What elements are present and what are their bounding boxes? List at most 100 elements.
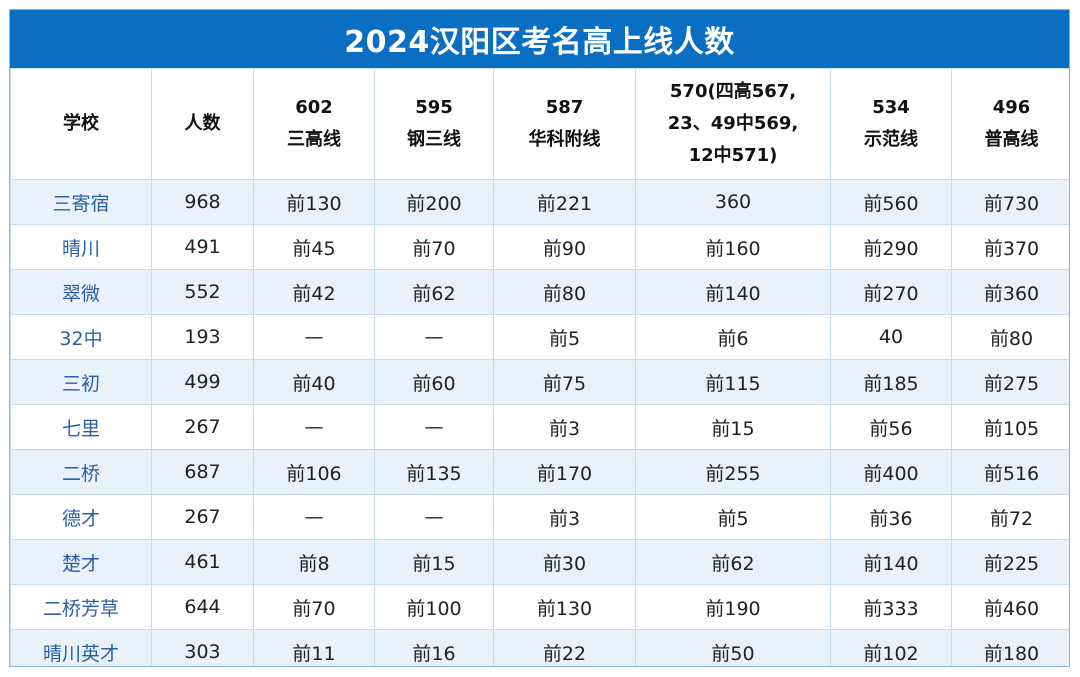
header-602: 602 三高线 xyxy=(253,68,375,180)
rank-cell-595: 前16 xyxy=(374,629,494,666)
header-label: 学校 xyxy=(63,113,99,134)
rank-cell-570: 前62 xyxy=(635,539,831,585)
table-header: 学校 人数 602 三高线 595 钢三线 587 华科附线 xyxy=(10,68,1069,180)
table-row: 七里 267 — — 前3 前15 前56 前105 xyxy=(10,404,1069,450)
school-cell: 晴川 xyxy=(10,224,152,270)
table-row: 三初 499 前40 前60 前75 前115 前185 前275 xyxy=(10,359,1069,405)
rank-cell-570: 前115 xyxy=(635,359,831,405)
count-cell: 499 xyxy=(151,359,254,405)
rank-cell-587: 前221 xyxy=(493,179,636,225)
header-line-name: 示范线 xyxy=(864,129,918,150)
table-row: 德才 267 — — 前3 前5 前36 前72 xyxy=(10,494,1069,540)
rank-cell-587: 前130 xyxy=(493,584,636,630)
rank-cell-595: 前62 xyxy=(374,269,494,315)
header-score: 602 xyxy=(295,97,333,118)
rank-cell-595: — xyxy=(374,404,494,450)
table-row: 三寄宿 968 前130 前200 前221 360 前560 前730 xyxy=(10,179,1069,225)
rank-cell-595: 前15 xyxy=(374,539,494,585)
rank-cell-534: 前270 xyxy=(830,269,952,315)
rank-cell-602: 前42 xyxy=(253,269,375,315)
rank-cell-587: 前3 xyxy=(493,494,636,540)
table-row: 二桥 687 前106 前135 前170 前255 前400 前516 xyxy=(10,449,1069,495)
header-570: 570(四高567, 23、49中569, 12中571) xyxy=(635,68,831,180)
school-cell: 德才 xyxy=(10,494,152,540)
rank-cell-602: — xyxy=(253,494,375,540)
rank-cell-587: 前75 xyxy=(493,359,636,405)
school-cell: 七里 xyxy=(10,404,152,450)
rank-cell-496: 前80 xyxy=(951,314,1069,360)
rank-cell-587: 前22 xyxy=(493,629,636,666)
rank-cell-602: 前106 xyxy=(253,449,375,495)
rank-cell-534: 前36 xyxy=(830,494,952,540)
rank-cell-496: 前460 xyxy=(951,584,1069,630)
rank-cell-587: 前90 xyxy=(493,224,636,270)
table-body: 三寄宿 968 前130 前200 前221 360 前560 前730 晴川 … xyxy=(10,179,1069,666)
count-cell: 644 xyxy=(151,584,254,630)
table-row: 二桥芳草 644 前70 前100 前130 前190 前333 前460 xyxy=(10,584,1069,630)
rank-cell-534: 前56 xyxy=(830,404,952,450)
count-cell: 193 xyxy=(151,314,254,360)
rank-cell-595: 前135 xyxy=(374,449,494,495)
rank-cell-587: 前80 xyxy=(493,269,636,315)
table-row: 楚才 461 前8 前15 前30 前62 前140 前225 xyxy=(10,539,1069,585)
rank-cell-534: 40 xyxy=(830,314,952,360)
count-cell: 461 xyxy=(151,539,254,585)
header-line-detail: 23、49中569, xyxy=(667,113,799,134)
header-score: 587 xyxy=(545,97,584,118)
table-row: 翠微 552 前42 前62 前80 前140 前270 前360 xyxy=(10,269,1069,315)
header-595: 595 钢三线 xyxy=(374,68,494,180)
rank-cell-602: — xyxy=(253,404,375,450)
rank-cell-496: 前180 xyxy=(951,629,1069,666)
header-line-name: 钢三线 xyxy=(407,129,461,150)
rank-cell-496: 前72 xyxy=(951,494,1069,540)
header-row: 学校 人数 602 三高线 595 钢三线 587 华科附线 xyxy=(10,68,1069,180)
table-row: 32中 193 — — 前5 前6 40 前80 xyxy=(10,314,1069,360)
rank-cell-587: 前170 xyxy=(493,449,636,495)
header-score: 534 xyxy=(872,97,910,118)
school-cell: 32中 xyxy=(10,314,152,360)
table-frame: 2024汉阳区考名高上线人数 学校 人数 602 三高线 xyxy=(9,9,1070,667)
school-cell: 二桥芳草 xyxy=(10,584,152,630)
score-table: 学校 人数 602 三高线 595 钢三线 587 华科附线 xyxy=(10,68,1069,666)
rank-cell-595: — xyxy=(374,494,494,540)
rank-cell-496: 前225 xyxy=(951,539,1069,585)
rank-cell-496: 前105 xyxy=(951,404,1069,450)
header-school: 学校 xyxy=(10,68,152,180)
rank-cell-570: 前50 xyxy=(635,629,831,666)
rank-cell-534: 前185 xyxy=(830,359,952,405)
rank-cell-534: 前400 xyxy=(830,449,952,495)
rank-cell-534: 前560 xyxy=(830,179,952,225)
rank-cell-570: 前190 xyxy=(635,584,831,630)
table-row: 晴川英才 303 前11 前16 前22 前50 前102 前180 xyxy=(10,629,1069,666)
header-line-detail: 12中571) xyxy=(688,145,778,166)
rank-cell-602: 前40 xyxy=(253,359,375,405)
header-587: 587 华科附线 xyxy=(493,68,636,180)
rank-cell-595: 前100 xyxy=(374,584,494,630)
rank-cell-587: 前30 xyxy=(493,539,636,585)
count-cell: 267 xyxy=(151,494,254,540)
rank-cell-570: 前140 xyxy=(635,269,831,315)
rank-cell-570: 前160 xyxy=(635,224,831,270)
rank-cell-602: 前8 xyxy=(253,539,375,585)
rank-cell-570: 前6 xyxy=(635,314,831,360)
rank-cell-496: 前730 xyxy=(951,179,1069,225)
header-score: 595 xyxy=(415,97,453,118)
rank-cell-587: 前5 xyxy=(493,314,636,360)
school-cell: 三寄宿 xyxy=(10,179,152,225)
school-cell: 楚才 xyxy=(10,539,152,585)
rank-cell-602: — xyxy=(253,314,375,360)
count-cell: 968 xyxy=(151,179,254,225)
school-cell: 二桥 xyxy=(10,449,152,495)
header-line-name: 三高线 xyxy=(287,129,341,150)
header-496: 496 普高线 xyxy=(951,68,1069,180)
school-cell: 三初 xyxy=(10,359,152,405)
rank-cell-570: 前15 xyxy=(635,404,831,450)
count-cell: 267 xyxy=(151,404,254,450)
count-cell: 687 xyxy=(151,449,254,495)
rank-cell-496: 前360 xyxy=(951,269,1069,315)
count-cell: 303 xyxy=(151,629,254,666)
count-cell: 552 xyxy=(151,269,254,315)
rank-cell-570: 360 xyxy=(635,179,831,225)
rank-cell-602: 前70 xyxy=(253,584,375,630)
table-title: 2024汉阳区考名高上线人数 xyxy=(10,10,1069,68)
